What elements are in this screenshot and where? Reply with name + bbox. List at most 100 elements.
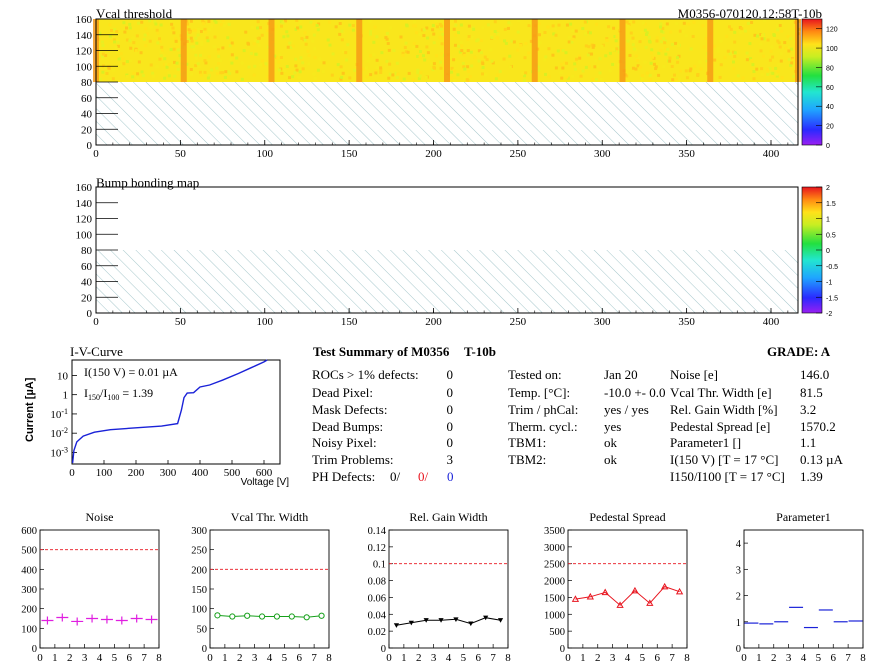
vcal-heat-cell [510, 39, 514, 43]
vcal-heat-cell [97, 44, 101, 48]
vcal-heat-cell [315, 23, 319, 27]
vcal-heat-cell [732, 67, 736, 71]
vcal-heat-cell [277, 60, 281, 64]
vcal-heat-cell [219, 59, 223, 63]
vcal-heat-cell [101, 44, 105, 48]
vcal-heat-cell [760, 37, 764, 41]
vcal-heat-cell [341, 71, 345, 75]
vcal-heat-cell [565, 61, 569, 65]
vcal-heat-cell [787, 45, 791, 49]
vcal-heat-cell [213, 35, 217, 39]
vcal-heat-cell [439, 36, 443, 40]
roc-chart-x-tick-label: 4 [267, 652, 273, 664]
vcal-heat-cell [615, 47, 619, 51]
vcal-heat-cell [117, 57, 121, 61]
vcal-heat-cell [123, 30, 127, 34]
vcal-heat-cell [100, 40, 104, 44]
vcal-heat-cell [340, 29, 344, 33]
vcal-heat-cell [605, 37, 609, 41]
vcal-heat-cell [149, 25, 153, 29]
summary-right-label: Rel. Gain Width [%] [670, 402, 778, 417]
vcal-heat-cell [640, 30, 644, 34]
roc-chart-x-tick-label: 5 [112, 652, 118, 664]
roc-chart-point [41, 616, 54, 625]
vcal-heat-cell [296, 26, 300, 30]
summary-mid-label: Tested on: [508, 367, 562, 382]
vcal-heat-cell [276, 56, 280, 60]
vcal-heat-cell [778, 45, 782, 49]
summary-left-value: 0 [447, 419, 454, 434]
vcal-heat-cell [771, 55, 775, 59]
vcal-heat-cell [546, 25, 550, 29]
vcal-heat-cell [142, 37, 146, 41]
roc-chart-point [423, 618, 429, 623]
vcal-heat-cell [196, 27, 200, 31]
vcal-heat-cell [298, 70, 302, 74]
vcal-heat-cell [608, 69, 612, 73]
roc-chart-point [214, 612, 221, 619]
vcal-heat-cell [419, 70, 423, 74]
vcal-heat-cell [454, 23, 458, 27]
roc-chart-y-tick-label: 3500 [544, 526, 565, 537]
roc-chart-series-line [575, 586, 680, 606]
vcal-heat-cell [374, 69, 378, 73]
map-y-tick-label: 160 [76, 14, 93, 26]
vcal-heat-cell [262, 63, 266, 67]
vcal-heat-cell [171, 26, 175, 30]
vcal-heat-cell [689, 67, 693, 71]
vcal-heat-cell [230, 53, 234, 57]
roc-chart-y-tick-label: 600 [21, 526, 37, 537]
roc-chart-x-tick-label: 4 [801, 652, 807, 664]
vcal-heat-cell [306, 49, 310, 53]
map-y-tick-label: 80 [81, 245, 93, 257]
roc-chart-x-tick-label: 2 [416, 652, 422, 664]
vcal-heat-cell [266, 28, 270, 32]
vcal-heat-cell [662, 36, 666, 40]
map-y-tick-label: 140 [76, 198, 93, 210]
vcal-heat-cell [151, 74, 155, 78]
vcal-heat-cell [671, 78, 675, 82]
vcal-heat-cell [741, 24, 745, 28]
vcal-heat-cell [389, 26, 393, 30]
roc-chart-x-tick-label: 2 [67, 652, 73, 664]
vcal-heat-cell [704, 37, 708, 41]
vcal-heat-cell [663, 46, 667, 50]
map-y-tick-label: 120 [76, 46, 93, 58]
vcal-heat-cell [438, 60, 442, 64]
iv-note-current: I(150 V) = 0.01 µA [84, 365, 178, 379]
vcal-heat-cell [207, 74, 211, 78]
vcal-heat-cell [217, 62, 221, 66]
vcal-heat-cell [299, 56, 303, 60]
vcal-heat-cell [121, 57, 125, 61]
vcal-heat-cell [498, 69, 502, 73]
vcal-heat-cell [567, 35, 571, 39]
roc-chart-x-tick-label: 0 [207, 652, 213, 664]
map-x-tick-label: 400 [763, 316, 780, 328]
vcal-heat-cell [173, 37, 177, 41]
vcal-heat-cell [385, 31, 389, 35]
summary-left-label: Dead Pixel: [312, 385, 373, 400]
vcal-heat-cell [143, 33, 147, 37]
vcal-heat-cell [481, 26, 485, 30]
vcal-heat-cell [346, 43, 350, 47]
vcal-heat-cell [456, 73, 460, 77]
vcal-heat-cell [573, 62, 577, 66]
vcal-heat-cell [380, 51, 384, 55]
roc-chart-x-tick-label: 1 [756, 652, 762, 664]
vcal-heat-cell [641, 74, 645, 78]
vcal-heat-cell [771, 71, 775, 75]
summary-right-value: 81.5 [800, 385, 823, 400]
vcal-heat-cell [594, 78, 598, 82]
vcal-heat-cell [256, 26, 260, 30]
vcal-heat-cell [481, 62, 485, 66]
vcal-heat-cell [682, 21, 686, 25]
summary-mid-value: yes [604, 419, 621, 434]
summary-trim-label: T-10b [464, 344, 496, 359]
vcal-heat-cell [170, 22, 174, 26]
vcal-heat-cell [246, 41, 250, 45]
vcal-heat-cell [454, 33, 458, 37]
vcal-heat-cell [508, 65, 512, 69]
vcal-heat-cell [222, 24, 226, 27]
